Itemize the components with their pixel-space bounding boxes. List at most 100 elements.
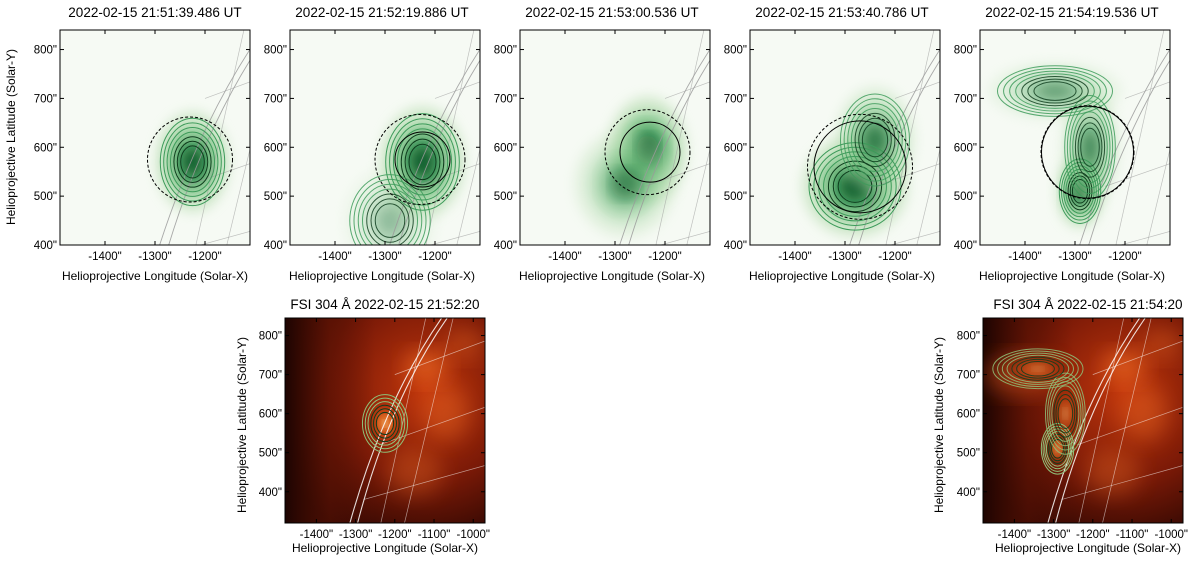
y-tick-label: 400"	[954, 240, 977, 252]
panel-title: 2022-02-15 21:53:00.536 UT	[525, 5, 698, 20]
stix-source-blob	[182, 148, 203, 176]
y-tick-label: 700"	[264, 93, 287, 105]
contour-line	[373, 408, 397, 439]
stix-source-blob	[1082, 131, 1098, 164]
contour-line	[375, 411, 395, 436]
solid-circle	[619, 121, 681, 183]
y-tick-label: 600"	[264, 142, 287, 154]
y-axis-label: Helioprojective Latitude (Solar-Y)	[4, 49, 18, 225]
contour-line	[1053, 389, 1078, 438]
contour-line	[176, 140, 209, 184]
heliographic-grid-line	[199, 231, 250, 245]
panel-title: 2022-02-15 21:52:19.886 UT	[295, 5, 468, 20]
y-tick-label: 600"	[954, 142, 977, 154]
panel-title: 2022-02-15 21:51:39.486 UT	[68, 5, 241, 20]
solid-circle	[813, 120, 907, 214]
contour-line	[349, 174, 431, 245]
y-tick-label: 500"	[259, 448, 282, 460]
y-tick-label: 700"	[954, 93, 977, 105]
y-tick-label: 800"	[34, 45, 57, 57]
contour-line	[840, 93, 910, 187]
contour-line	[1027, 78, 1083, 104]
panel-title: FSI 304 Å 2022-02-15 21:54:20	[993, 297, 1182, 312]
contour-line	[396, 128, 449, 196]
contour-line	[180, 145, 205, 179]
contour-line	[1051, 385, 1080, 442]
solar-limb-line	[398, 59, 480, 245]
y-axis-label: Helioprojective Latitude (Solar-Y)	[235, 337, 249, 513]
x-tick-label: -1100"	[418, 529, 451, 541]
x-tick-label: -1400"	[998, 529, 1032, 541]
dashed-circle	[374, 113, 466, 205]
contour-line	[361, 394, 409, 453]
contour-line	[1001, 352, 1074, 385]
solar-limb-line	[849, 48, 940, 245]
x-tick-label: -1200"	[648, 251, 682, 263]
contour-line	[1072, 111, 1108, 184]
contour-line	[1016, 358, 1060, 379]
x-tick-label: -1300"	[339, 529, 373, 541]
x-tick-label: -1000"	[456, 529, 490, 541]
heliographic-grid-line	[659, 231, 710, 245]
heliographic-grid-line	[363, 465, 485, 500]
fsi-bright-patch	[1084, 448, 1140, 496]
x-tick-label: -1200"	[1108, 251, 1142, 263]
contour-line	[1003, 67, 1107, 115]
contour-line	[1057, 398, 1074, 430]
contour-line	[392, 123, 453, 201]
heliographic-grid-line	[1078, 318, 1125, 523]
x-tick-label: -1400"	[300, 529, 334, 541]
x-axis-label: Helioprojective Longitude (Solar-X)	[292, 541, 478, 555]
y-tick-label: 800"	[957, 331, 980, 343]
contour-line	[827, 160, 883, 213]
y-tick-label: 400"	[259, 487, 282, 499]
heliographic-grid-line	[1092, 340, 1183, 375]
panel-title: FSI 304 Å 2022-02-15 21:52:20	[290, 297, 479, 312]
y-tick-label: 400"	[957, 487, 980, 499]
contour-line	[374, 203, 406, 238]
x-tick-label: -1300"	[1037, 529, 1071, 541]
y-tick-label: 400"	[494, 240, 517, 252]
fsi-panel-1: FSI 304 Å 2022-02-15 21:52:20 -1400" -130…	[235, 297, 490, 555]
heliographic-grid-line	[1061, 465, 1183, 500]
heliographic-grid-line	[434, 81, 480, 99]
x-tick-label: -1400"	[318, 251, 352, 263]
heliographic-grid-line	[380, 318, 427, 523]
heliographic-grid-line	[1104, 163, 1170, 187]
contour-line	[366, 193, 414, 245]
heliographic-grid-line	[655, 30, 705, 245]
y-tick-label: 500"	[494, 191, 517, 203]
x-tick-label: -1300"	[138, 251, 172, 263]
heliographic-grid-line	[456, 147, 480, 245]
heliographic-grid-line	[1146, 147, 1170, 245]
heliographic-grid-line	[916, 147, 940, 245]
contour-line	[173, 136, 212, 188]
heliographic-grid-line	[195, 30, 245, 245]
contour-line	[370, 198, 410, 243]
heliographic-grid-line	[1124, 81, 1170, 99]
contour-line	[1067, 172, 1093, 211]
contour-line	[364, 397, 406, 450]
solar-limb-line	[1088, 59, 1170, 245]
x-tick-label: -1200"	[1076, 529, 1110, 541]
y-tick-label: 700"	[494, 93, 517, 105]
contour-line	[997, 65, 1113, 117]
y-tick-label: 700"	[259, 370, 282, 382]
solid-circle	[394, 131, 451, 188]
contour-line	[1066, 100, 1114, 195]
contour-line	[1021, 75, 1089, 107]
x-axis-label: Helioprojective Longitude (Solar-X)	[995, 541, 1181, 555]
fsi-bright-patch	[445, 327, 485, 360]
solar-limb-line	[628, 59, 710, 245]
y-tick-label: 600"	[259, 409, 282, 421]
contour-line	[854, 112, 896, 168]
contour-line	[1015, 73, 1095, 109]
axes-frame	[284, 317, 486, 524]
solar-limb-line	[1055, 318, 1146, 523]
y-axis-label: Helioprojective Latitude (Solar-Y)	[932, 337, 946, 513]
contour-line	[408, 143, 437, 181]
fsi-panel-2: FSI 304 Å 2022-02-15 21:54:20 -1400" -130…	[932, 297, 1188, 555]
stix-panel-3: 2022-02-15 21:53:00.536 UT -1400" -1300" -…	[494, 5, 711, 283]
y-tick-label: 700"	[957, 370, 980, 382]
contour-line	[400, 133, 445, 191]
